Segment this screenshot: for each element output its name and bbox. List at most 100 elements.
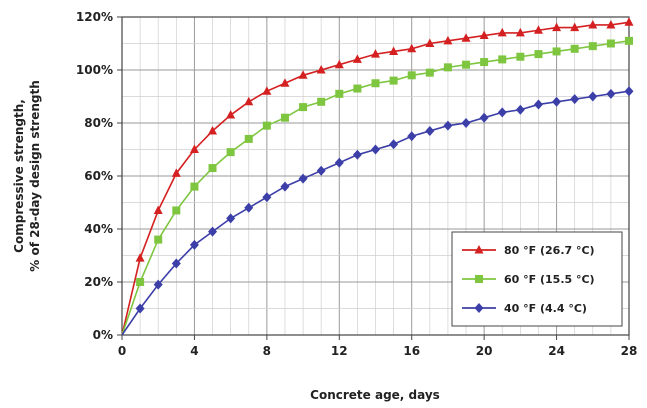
- data-point: [298, 70, 308, 79]
- data-point: [208, 226, 218, 237]
- data-point: [371, 49, 380, 58]
- data-point: [189, 144, 199, 153]
- legend-marker: [474, 303, 484, 313]
- data-point: [533, 25, 543, 34]
- data-point: [480, 58, 489, 67]
- legend-marker: [474, 245, 484, 254]
- data-point: [226, 213, 236, 224]
- data-point: [280, 181, 290, 192]
- data-point: [552, 47, 561, 56]
- x-tick-label: 20: [476, 344, 493, 358]
- x-axis-title: Concrete age, days: [310, 388, 440, 402]
- data-point: [570, 22, 580, 32]
- data-point: [208, 125, 218, 135]
- data-point: [262, 121, 271, 130]
- data-point: [135, 303, 145, 314]
- data-point: [298, 173, 308, 184]
- y-tick-label: 100%: [76, 63, 113, 77]
- data-point: [389, 76, 398, 85]
- data-point: [352, 54, 362, 63]
- data-point: [171, 168, 181, 177]
- data-point: [461, 33, 471, 42]
- y-tick-label: 0%: [93, 328, 113, 342]
- x-tick-label: 24: [548, 344, 565, 358]
- data-point: [534, 50, 543, 59]
- data-point: [552, 22, 562, 32]
- y-tick-label: 40%: [84, 222, 113, 236]
- data-point: [407, 43, 417, 53]
- data-point: [371, 144, 380, 155]
- data-point: [244, 134, 253, 143]
- y-tick-label: 20%: [84, 275, 113, 289]
- data-point: [497, 27, 507, 37]
- y-axis-title: Compressive strength, % of 28-day design…: [12, 80, 42, 271]
- data-point: [606, 88, 616, 99]
- data-point: [352, 149, 362, 160]
- data-point: [334, 59, 344, 69]
- data-point: [588, 19, 598, 29]
- x-tick-label: 8: [263, 344, 271, 358]
- data-point: [226, 110, 236, 119]
- y-tick-label: 120%: [76, 10, 113, 24]
- data-point: [497, 107, 507, 118]
- data-point: [371, 79, 380, 88]
- data-point: [244, 96, 254, 106]
- y-tick-label: 60%: [84, 169, 113, 183]
- data-point: [389, 139, 399, 150]
- data-point: [208, 164, 217, 173]
- series-square: [121, 36, 633, 336]
- y-axis-title-line-2: % of 28-day design strength: [28, 80, 42, 271]
- series-triangle: [121, 17, 634, 336]
- data-point: [244, 202, 254, 213]
- data-point: [606, 19, 616, 29]
- data-point: [280, 78, 290, 87]
- x-tick-label: 28: [621, 344, 638, 358]
- data-point: [515, 104, 525, 115]
- data-point: [135, 253, 145, 262]
- y-tick-labels: 0% 20% 40% 60% 80% 100% 120%: [76, 10, 122, 342]
- data-point: [552, 96, 562, 107]
- data-point: [153, 205, 163, 214]
- data-point: [226, 148, 235, 157]
- x-tick-label: 0: [118, 344, 126, 358]
- series-layer: [121, 17, 634, 336]
- data-point: [316, 165, 326, 176]
- data-point: [407, 131, 417, 142]
- data-point: [299, 103, 308, 112]
- data-point: [262, 86, 272, 95]
- y-tick-label: 80%: [84, 116, 113, 130]
- legend-marker: [475, 275, 483, 283]
- data-point: [334, 157, 344, 168]
- data-point: [172, 206, 181, 215]
- legend-label: 40 °F (4.4 °C): [504, 302, 587, 315]
- data-point: [570, 94, 580, 105]
- data-point: [153, 279, 163, 290]
- data-point: [479, 112, 489, 123]
- data-point: [190, 182, 199, 191]
- data-point: [533, 99, 543, 110]
- data-point: [136, 278, 145, 286]
- data-point: [425, 125, 435, 136]
- data-point: [479, 30, 489, 40]
- series-diamond: [121, 86, 634, 336]
- data-point: [353, 84, 362, 93]
- data-point: [624, 86, 634, 97]
- data-point: [516, 52, 525, 61]
- data-point: [425, 38, 435, 47]
- data-point: [588, 42, 597, 51]
- data-point: [262, 192, 272, 203]
- data-point: [389, 46, 399, 55]
- data-point: [462, 60, 471, 69]
- data-point: [154, 235, 163, 244]
- data-point: [407, 71, 416, 80]
- data-point: [316, 65, 326, 74]
- data-point: [317, 97, 326, 106]
- data-point: [171, 258, 181, 269]
- legend-label: 80 °F (26.7 °C): [504, 244, 595, 257]
- x-tick-label: 12: [331, 344, 348, 358]
- data-point: [515, 27, 525, 37]
- data-point: [280, 113, 289, 122]
- data-point: [624, 17, 634, 26]
- data-point: [189, 239, 199, 250]
